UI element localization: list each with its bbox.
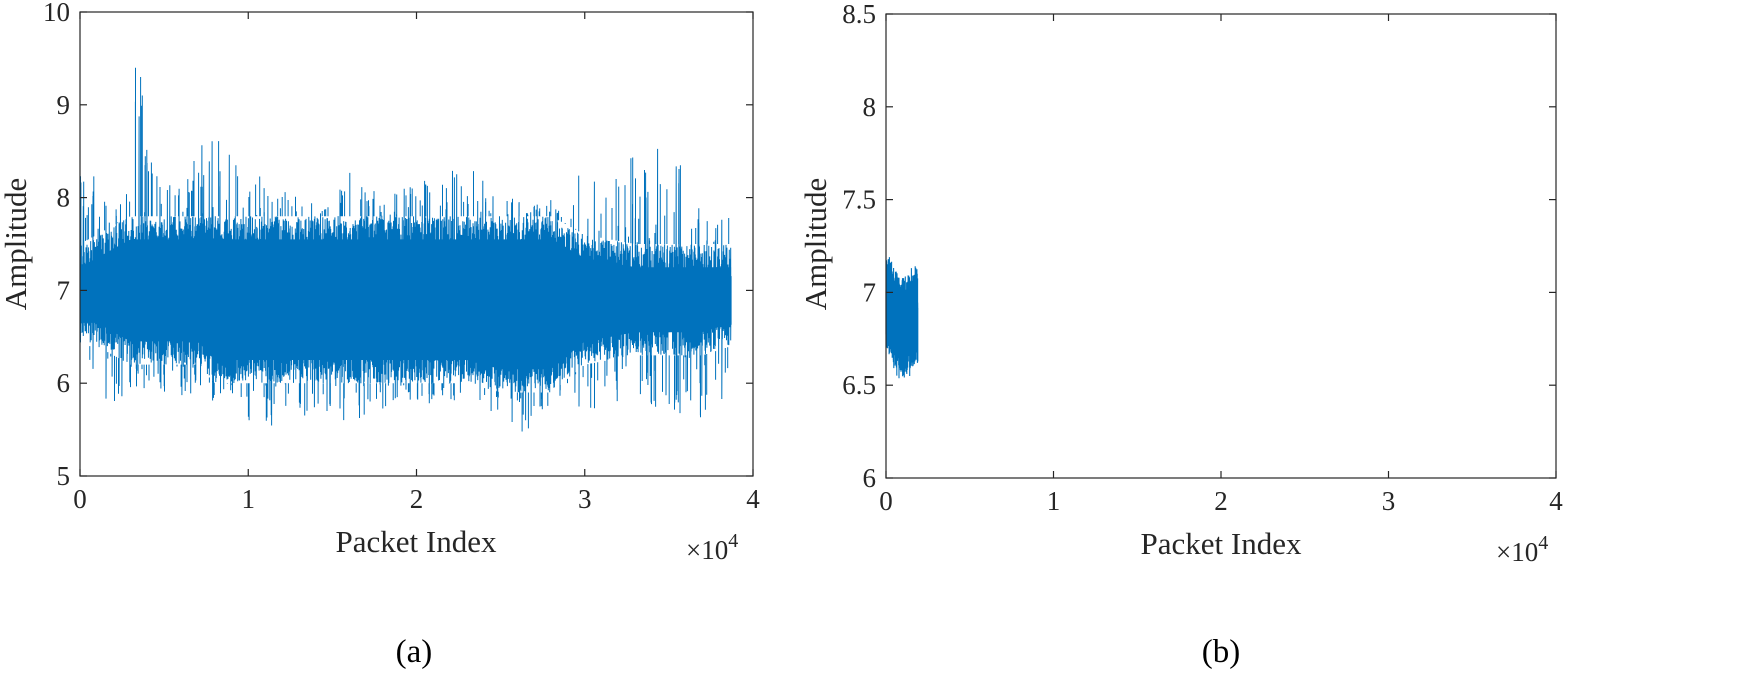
panel-a-xtick-label: 3 — [578, 484, 592, 514]
panel-b-xtick-label: 0 — [879, 486, 893, 516]
panel-a-ytick-label: 10 — [43, 0, 70, 27]
panel-a-ytick-label: 8 — [57, 183, 71, 213]
panel-b-axes-box — [885, 13, 1557, 479]
panel-b-ytick-label: 8.5 — [842, 0, 876, 29]
panel-a-series — [79, 67, 732, 432]
panel-b-amplitude-line — [885, 257, 919, 379]
panel-a-amplitude-band — [80, 239, 732, 370]
panel-a: 0 1 2 3 4 5 6 7 8 9 10 Packet Index Amplitude ×10… — [0, 0, 760, 670]
panel-b-ylabel: Amplitude — [798, 178, 833, 311]
panel-b-xtick-label: 4 — [1549, 486, 1563, 516]
panel-b-ytick-label: 6 — [863, 463, 877, 493]
panel-a-xtick-label: 1 — [242, 484, 256, 514]
panel-b-caption: (b) — [1202, 634, 1240, 670]
panel-a-caption: (a) — [396, 634, 433, 670]
panel-b-x-multiplier: ×104 — [1496, 532, 1548, 567]
panel-a-ytick-label: 6 — [57, 368, 71, 398]
panel-a-ytick-label: 7 — [57, 275, 71, 305]
panel-b-yticks: 6 6.5 7 7.5 8 8.5 — [842, 0, 1556, 493]
panel-a-ylabel: Amplitude — [0, 178, 33, 311]
panel-b: 0 1 2 3 4 6 6.5 7 7.5 8 8.5 Packet Index Amplitud… — [798, 0, 1563, 670]
panel-a-ytick-label: 9 — [57, 90, 71, 120]
panel-b-xtick-label: 3 — [1382, 486, 1396, 516]
panel-b-xlabel: Packet Index — [1141, 526, 1302, 561]
panel-b-ytick-label: 8 — [863, 92, 877, 122]
panel-a-ytick-label: 5 — [57, 461, 71, 491]
panel-a-yticks: 5 6 7 8 9 10 — [43, 0, 753, 491]
panel-b-ytick-label: 6.5 — [842, 370, 876, 400]
panel-b-xtick-label: 2 — [1214, 486, 1228, 516]
panel-a-xticks: 0 1 2 3 4 — [73, 12, 760, 514]
panel-a-xtick-label: 4 — [746, 484, 760, 514]
panel-b-series — [885, 257, 919, 379]
panel-b-xtick-label: 1 — [1047, 486, 1061, 516]
panel-a-xtick-label: 2 — [410, 484, 424, 514]
panel-b-xticks: 0 1 2 3 4 — [879, 14, 1563, 516]
panel-a-xtick-label: 0 — [73, 484, 87, 514]
panel-a-amplitude-spikes — [80, 67, 730, 432]
panel-a-xlabel: Packet Index — [336, 524, 497, 559]
panel-b-ytick-label: 7 — [863, 277, 877, 307]
panel-b-ytick-label: 7.5 — [842, 185, 876, 215]
panel-a-x-multiplier: ×104 — [686, 530, 738, 565]
